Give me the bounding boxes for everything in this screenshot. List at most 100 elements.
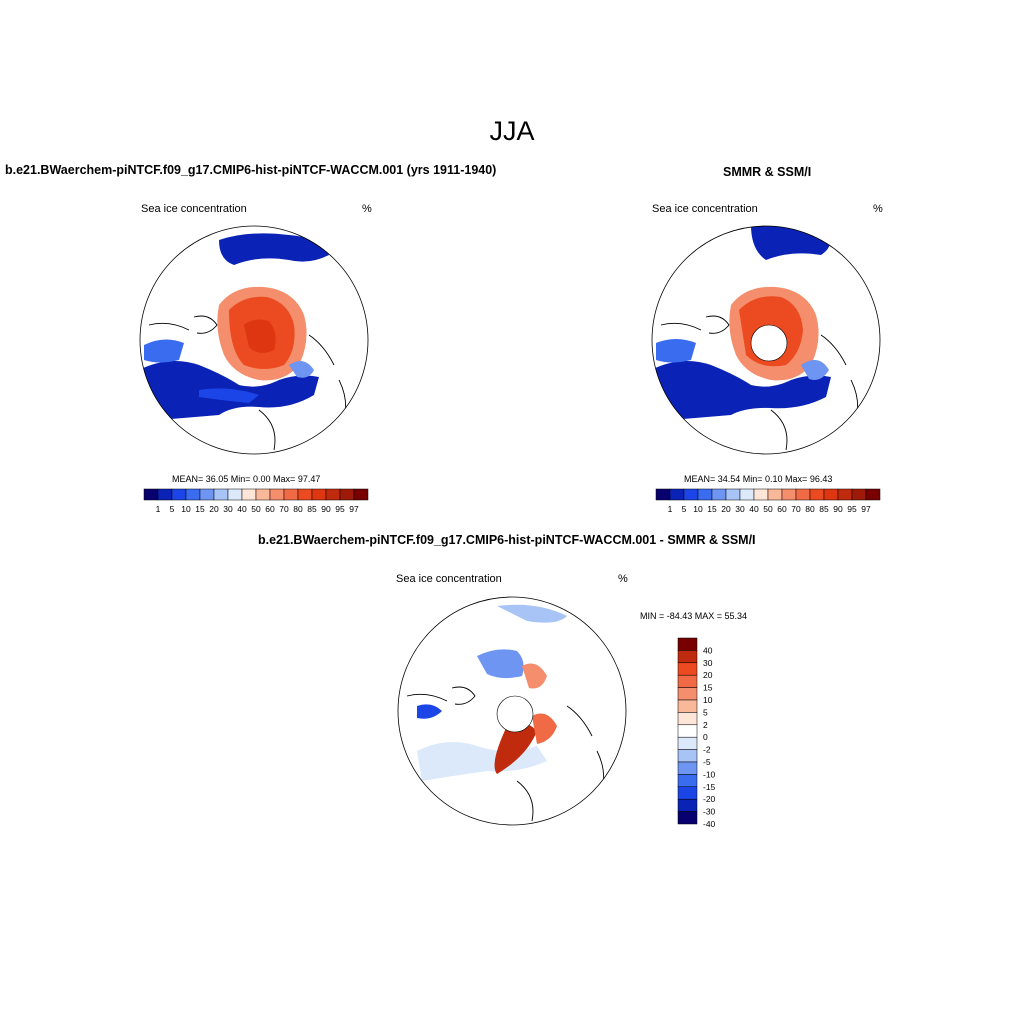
model-colorbar-tick-label: 70 [279,504,289,514]
model-colorbar-swatch [311,488,327,501]
model-colorbar-tick-label: 60 [265,504,275,514]
obs-colorbar-swatch [767,488,783,501]
model-colorbar-tick-label: 97 [349,504,359,514]
model-colorbar: 1 5 10 15 20 30 40 50 60 70 80 85 90 95 97 [143,488,369,514]
model-colorbar-swatch [185,488,201,501]
diff-colorbar-tick-label: 30 [703,658,713,668]
model-colorbar-tick-label: 15 [195,504,205,514]
model-colorbar-swatch [157,488,173,501]
obs-colorbar-swatch [809,488,825,501]
diff-colorbar-swatch [677,674,698,688]
obs-colorbar-tick-label: 95 [847,504,857,514]
model-colorbar-tick-label: 50 [251,504,261,514]
obs-colorbar-swatch [865,488,881,501]
diff-colorbar-swatch [677,749,698,763]
diff-panel-title: b.e21.BWaerchem-piNTCF.f09_g17.CMIP6-his… [258,533,756,547]
diff-units-label: % [618,573,628,585]
obs-colorbar-tick-label: 90 [833,504,843,514]
obs-colorbar-swatch [837,488,853,501]
obs-colorbar-tick-label: 1 [668,504,673,514]
diff-colorbar-tick-label: -5 [703,757,711,767]
model-colorbar-swatch [241,488,257,501]
model-panel-title: b.e21.BWaerchem-piNTCF.f09_g17.CMIP6-his… [5,163,497,177]
model-polar-map [139,225,369,455]
diff-colorbar-tick-label: -30 [703,807,716,817]
diff-polar-map [397,596,627,826]
model-colorbar-swatch [255,488,271,501]
obs-colorbar-tick-label: 70 [791,504,801,514]
diff-colorbar-tick-label: -10 [703,769,716,779]
model-stats: MEAN= 36.05 Min= 0.00 Max= 97.47 [172,474,321,484]
diff-colorbar-swatch [677,736,698,750]
diff-colorbar-swatch [677,724,698,738]
diff-colorbar-tick-label: 0 [703,732,708,742]
model-colorbar-tick-label: 80 [293,504,303,514]
model-colorbar-swatch [143,488,159,501]
obs-colorbar-swatch [683,488,699,501]
model-colorbar-tick-label: 1 [156,504,161,514]
model-units-label: % [362,203,372,215]
model-colorbar-tick-label: 40 [237,504,247,514]
diff-colorbar-swatch [677,650,698,664]
diff-colorbar-tick-label: 40 [703,645,713,655]
diff-colorbar-tick-label: -15 [703,782,716,792]
model-colorbar-swatch [283,488,299,501]
diff-colorbar-tick-label: -40 [703,819,716,829]
obs-colorbar-swatch [739,488,755,501]
obs-colorbar-swatch [655,488,671,501]
model-variable-label: Sea ice concentration [141,203,247,215]
model-colorbar-tick-label: 90 [321,504,331,514]
model-colorbar-swatch [199,488,215,501]
obs-colorbar-swatch [711,488,727,501]
model-colorbar-swatch [297,488,313,501]
diff-colorbar-swatch [677,699,698,713]
model-colorbar-tick-label: 85 [307,504,317,514]
diff-colorbar-tick-label: 20 [703,670,713,680]
obs-stats: MEAN= 34.54 Min= 0.10 Max= 96.43 [684,474,833,484]
obs-colorbar-swatch [753,488,769,501]
obs-colorbar-swatch [669,488,685,501]
diff-colorbar-tick-label: 10 [703,695,713,705]
model-colorbar-swatch [339,488,355,501]
obs-colorbar-swatch [795,488,811,501]
model-colorbar-tick-label: 5 [170,504,175,514]
diff-minmax: MIN = -84.43 MAX = 55.34 [640,611,748,621]
obs-colorbar-tick-label: 80 [805,504,815,514]
obs-colorbar-tick-label: 20 [721,504,731,514]
obs-colorbar-tick-label: 85 [819,504,829,514]
obs-colorbar-tick-label: 30 [735,504,745,514]
diff-colorbar-tick-label: 5 [703,707,708,717]
obs-polar-map [651,225,881,455]
model-colorbar-swatch [227,488,243,501]
obs-colorbar-swatch [697,488,713,501]
obs-panel-title: SMMR & SSM/I [723,165,812,179]
model-colorbar-tick-label: 10 [181,504,191,514]
diff-colorbar-swatch [677,798,698,812]
diff-colorbar-tick-label: -20 [703,794,716,804]
model-colorbar-swatch [353,488,369,501]
diff-colorbar-tick-label: 2 [703,720,708,730]
model-colorbar-tick-label: 95 [335,504,345,514]
obs-colorbar-tick-label: 40 [749,504,759,514]
obs-colorbar-tick-label: 5 [682,504,687,514]
diff-colorbar-swatch [677,811,698,825]
obs-variable-label: Sea ice concentration [652,203,758,215]
obs-colorbar-tick-label: 60 [777,504,787,514]
diff-colorbar-swatch [677,712,698,726]
model-colorbar-tick-label: 20 [209,504,219,514]
obs-units-label: % [873,203,883,215]
diff-colorbar-swatch [677,687,698,701]
obs-colorbar-tick-label: 15 [707,504,717,514]
diff-colorbar-swatch [677,761,698,775]
obs-colorbar-tick-label: 10 [693,504,703,514]
diff-variable-label: Sea ice concentration [396,573,502,585]
diff-colorbar-swatch [677,637,698,651]
season-title: JJA [489,116,535,146]
diff-colorbar-tick-label: -2 [703,745,711,755]
model-colorbar-swatch [269,488,285,501]
diff-colorbar-swatch [677,774,698,788]
model-colorbar-swatch [325,488,341,501]
obs-colorbar-swatch [851,488,867,501]
obs-colorbar-tick-label: 50 [763,504,773,514]
